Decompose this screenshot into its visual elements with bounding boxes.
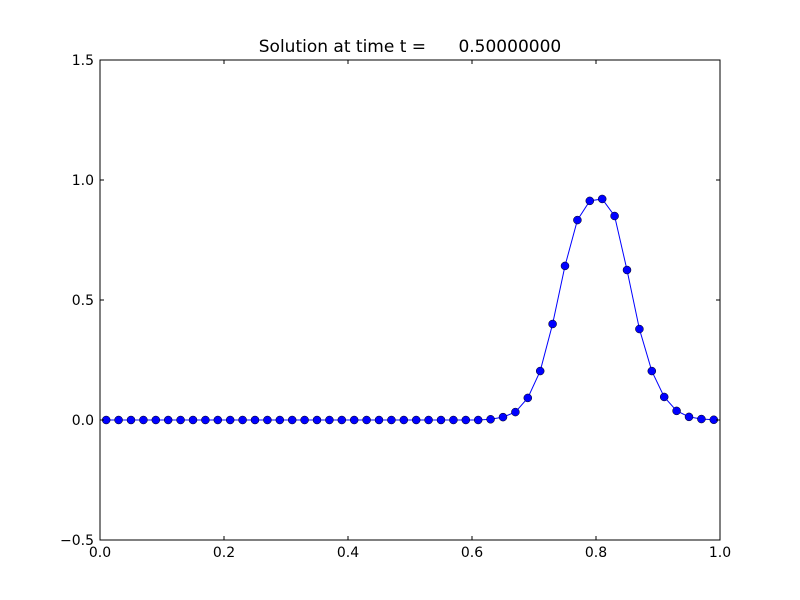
data-point: [349, 415, 359, 425]
data-point: [201, 415, 210, 425]
data-point: [325, 415, 334, 425]
data-point: [473, 415, 483, 425]
data-point: [337, 415, 347, 425]
data-point: [176, 415, 185, 425]
data-point: [126, 415, 136, 425]
y-tick-label: 0.0: [72, 413, 94, 429]
x-tick-label: 1.0: [709, 545, 731, 561]
data-point: [163, 415, 173, 425]
data-point: [188, 415, 198, 425]
data-point: [250, 415, 260, 425]
y-tick-label: −0.5: [60, 533, 94, 549]
data-point: [287, 415, 297, 425]
data-point: [424, 415, 433, 425]
x-tick-label: 0.0: [89, 545, 111, 561]
x-tick-label: 0.4: [337, 545, 359, 561]
x-tick-label: 0.6: [461, 545, 483, 561]
data-point: [635, 324, 644, 334]
data-point: [498, 412, 508, 422]
y-tick-label: 1.5: [72, 53, 94, 69]
x-tick-label: 0.8: [585, 545, 607, 561]
data-point: [139, 415, 148, 425]
data-point: [597, 194, 607, 204]
data-point: [585, 196, 595, 206]
data-point: [114, 415, 123, 425]
data-point: [151, 415, 161, 425]
data-point: [263, 415, 272, 425]
data-point: [275, 415, 285, 425]
data-point: [362, 415, 371, 425]
data-point: [238, 415, 247, 425]
y-tick-label: 0.5: [72, 293, 94, 309]
data-point: [548, 319, 557, 329]
chart-title: Solution at time t = 0.50000000: [259, 37, 561, 57]
data-point: [312, 415, 322, 425]
data-point: [535, 366, 545, 376]
data-point: [436, 415, 446, 425]
data-point: [647, 366, 657, 376]
data-point: [511, 407, 520, 417]
x-tick-label: 0.2: [213, 545, 235, 561]
data-point: [560, 261, 570, 271]
data-point: [622, 265, 632, 275]
data-point: [684, 412, 694, 422]
y-tick-label: 1.0: [72, 173, 94, 189]
data-point: [486, 415, 495, 424]
data-point: [374, 415, 384, 425]
data-point: [523, 393, 533, 403]
data-point: [461, 415, 471, 425]
data-point: [225, 415, 235, 425]
data-point: [659, 392, 669, 402]
data-point: [300, 415, 309, 425]
data-point: [610, 211, 619, 221]
data-point: [672, 406, 681, 416]
data-point: [573, 215, 582, 225]
data-point: [411, 415, 421, 425]
data-point: [449, 415, 458, 425]
data-point: [387, 415, 396, 425]
data-point: [213, 415, 223, 425]
data-point: [697, 414, 706, 424]
data-point: [399, 415, 409, 425]
